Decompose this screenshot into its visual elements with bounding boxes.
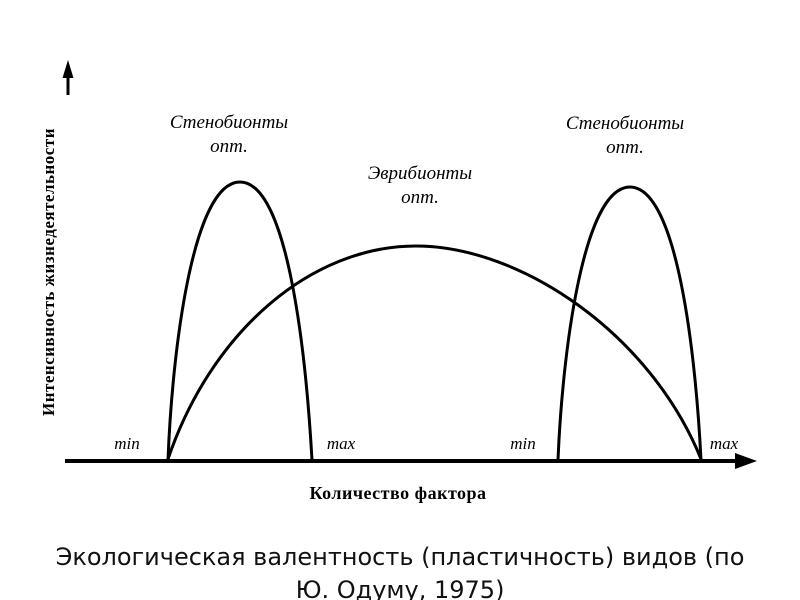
x-axis-label: Количество фактора <box>309 483 487 503</box>
y-axis-label: Интенсивность жизнедеятельности <box>39 128 58 416</box>
y-axis-arrow <box>62 60 74 95</box>
curve-stenobiont-right <box>556 185 703 462</box>
slide-caption-line1: Экологическая валентность (пластичность)… <box>55 543 745 571</box>
tick-min-left: min <box>114 434 140 453</box>
tick-max-right: max <box>709 434 739 453</box>
label-stenobionts-left: Стенобионты опт. <box>170 111 288 159</box>
label-stenobionts-right-line1: Стенобионты <box>565 113 685 134</box>
label-eurybionts: Эврибионты опт. <box>368 162 472 210</box>
tick-min-right: min <box>510 434 536 453</box>
slide-caption: Экологическая валентность (пластичность)… <box>0 541 800 600</box>
x-axis <box>65 453 757 469</box>
label-stenobionts-left-line2: опт. <box>210 136 248 157</box>
label-eurybionts-line1: Эврибионты <box>367 163 473 184</box>
slide-caption-line2: Ю. Одуму, 1975) <box>295 576 505 600</box>
curve-stenobiont-left <box>166 180 314 462</box>
tick-max-left: max <box>326 434 356 453</box>
curve-eurybiont <box>166 244 703 461</box>
label-stenobionts-right-line2: опт. <box>606 137 644 158</box>
label-stenobionts-right: Стенобионты опт. <box>566 112 684 160</box>
label-stenobionts-left-line1: Стенобионты <box>169 112 289 133</box>
label-eurybionts-line2: опт. <box>401 187 439 208</box>
